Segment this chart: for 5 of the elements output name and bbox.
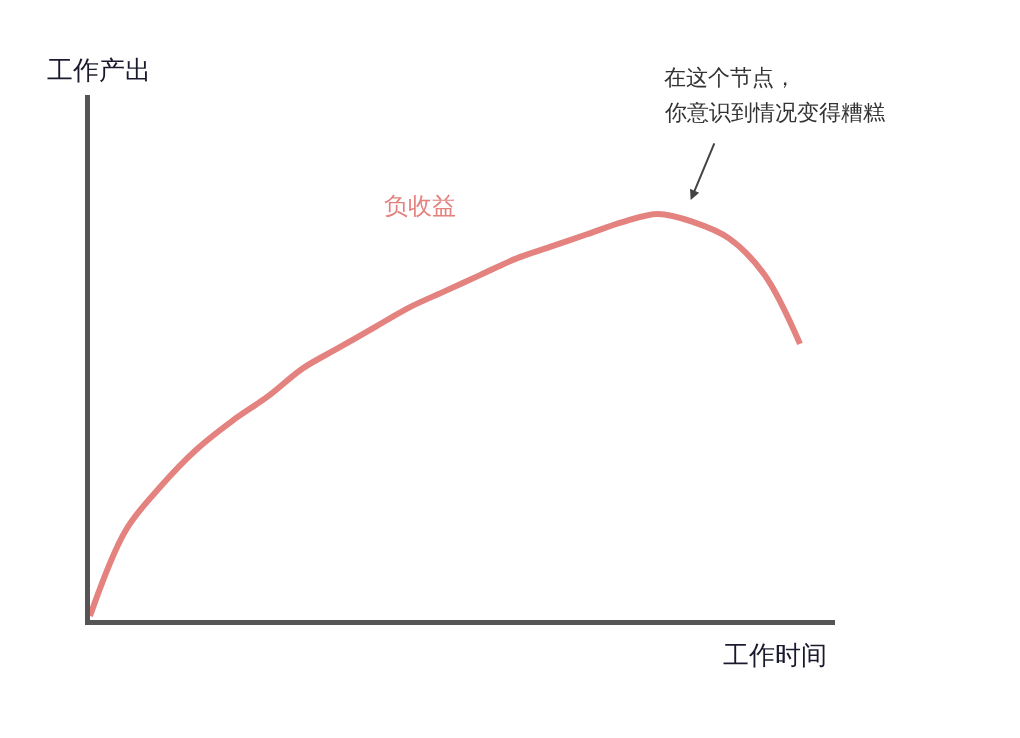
y-axis-title: 工作产出 bbox=[47, 55, 151, 85]
text: 在这个节点， bbox=[664, 65, 796, 90]
text: 你意识到情况变得糟糕 bbox=[664, 100, 885, 125]
x-axis-title: 工作时间 bbox=[723, 640, 827, 670]
text: 负收益 bbox=[384, 192, 456, 220]
